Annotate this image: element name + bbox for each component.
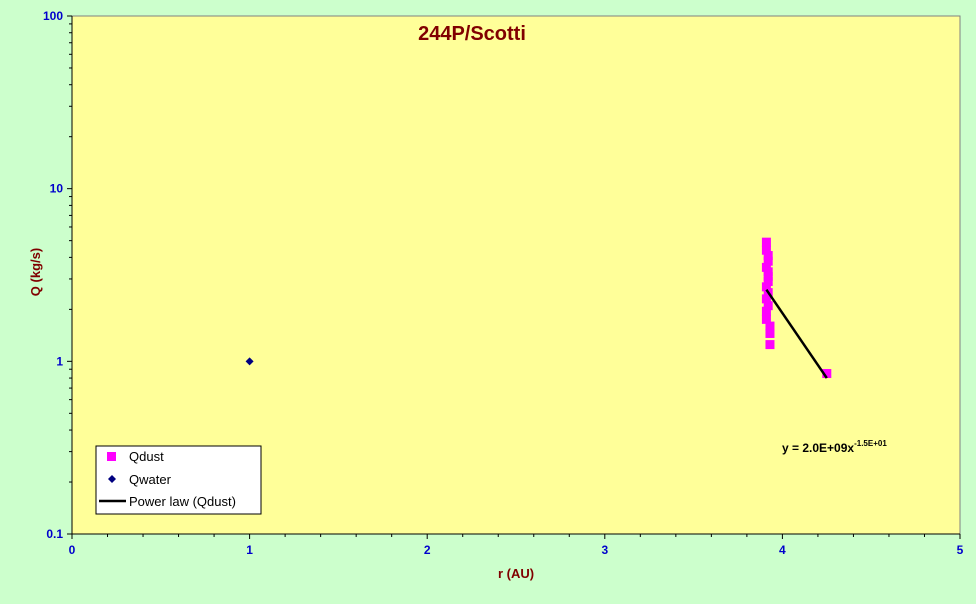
qdust-point xyxy=(763,276,773,286)
qdust-point xyxy=(761,306,771,316)
qwater-point xyxy=(245,357,254,366)
qdust-point xyxy=(761,245,771,255)
trend-equation-base: y = 2.0E+09x xyxy=(782,441,854,455)
legend-label-power-law: Power law (Qdust) xyxy=(129,494,236,509)
y-tick-label: 1 xyxy=(56,354,63,368)
x-tick-label: 5 xyxy=(957,543,964,557)
qdust-point xyxy=(763,301,773,311)
legend-marker-qdust xyxy=(107,452,116,461)
x-tick-label: 1 xyxy=(246,543,253,557)
qdust-point xyxy=(761,294,771,304)
legend-label-qdust: Qdust xyxy=(129,449,164,464)
qdust-point xyxy=(765,328,775,338)
tick-labels: 0 1 2 3 4 5 0.1 1 10 100 xyxy=(43,9,964,557)
trend-equation-exponent: -1.5E+01 xyxy=(854,439,887,448)
legend-label-qwater: Qwater xyxy=(129,472,172,487)
qdust-point xyxy=(761,314,771,324)
legend-marker-qwater xyxy=(108,475,116,483)
qdust-point xyxy=(761,282,771,292)
qdust-point xyxy=(763,251,773,261)
trend-equation: y = 2.0E+09x-1.5E+01 xyxy=(782,439,887,455)
x-tick-label: 0 xyxy=(69,543,76,557)
qdust-point xyxy=(763,267,773,277)
x-tick-label: 2 xyxy=(424,543,431,557)
qdust-point xyxy=(765,321,775,331)
x-tick-label: 3 xyxy=(601,543,608,557)
chart-title: 244P/Scotti xyxy=(418,23,526,45)
y-tick-label: 100 xyxy=(43,9,63,23)
x-tick-label: 4 xyxy=(779,543,786,557)
x-axis-label: r (AU) xyxy=(498,566,534,581)
power-law-trendline xyxy=(765,288,828,379)
qdust-point xyxy=(761,237,771,247)
data-marks xyxy=(245,237,832,379)
legend: Qdust Qwater Power law (Qdust) xyxy=(95,445,262,515)
y-axis-label: Q (kg/s) xyxy=(28,248,43,296)
qdust-point xyxy=(763,256,773,266)
qdust-point xyxy=(822,369,832,379)
qdust-point xyxy=(765,340,775,350)
qdust-point xyxy=(763,271,773,281)
y-tick-label: 10 xyxy=(50,182,64,196)
axes xyxy=(67,15,961,539)
legend-box xyxy=(95,445,262,515)
y-tick-label: 0.1 xyxy=(46,527,63,541)
